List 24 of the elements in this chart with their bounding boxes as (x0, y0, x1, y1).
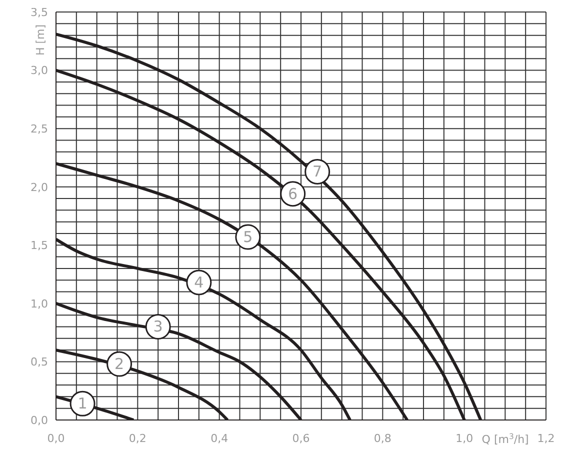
annotation: 5 (243, 228, 253, 246)
x-tick-label: 1,0 (456, 432, 474, 445)
x-tick-label: 0,0 (47, 432, 65, 445)
annotation: 7 (312, 162, 322, 181)
annotation: 6 (288, 184, 298, 203)
y-tick-label: 1,0 (30, 297, 48, 310)
y-tick-label: 1,5 (30, 239, 48, 252)
annotation: 4 (194, 273, 204, 292)
annotation: 1 (78, 394, 88, 413)
y-tick-label: 2,5 (30, 122, 48, 136)
x-axis-title: Q [m$^{3}$/h] (482, 432, 529, 446)
y-tick-label: 3,0 (30, 64, 48, 78)
y-tick-label: 0,0 (30, 414, 48, 427)
y-axis-title: H [m] (34, 24, 47, 56)
annotation: 3 (153, 318, 163, 336)
annotation: 2 (114, 355, 124, 374)
x-tick-label: 1,2 (537, 432, 555, 445)
y-tick-label: 3,5 (30, 6, 48, 19)
x-tick-label: 0,2 (128, 432, 146, 445)
x-tick-label: 0,6 (292, 432, 310, 445)
x-tick-label: 0,4 (210, 432, 228, 445)
x-tick-label: 0,8 (374, 432, 392, 445)
y-tick-label: 0,5 (30, 356, 48, 369)
y-tick-label: 2,0 (30, 180, 48, 194)
